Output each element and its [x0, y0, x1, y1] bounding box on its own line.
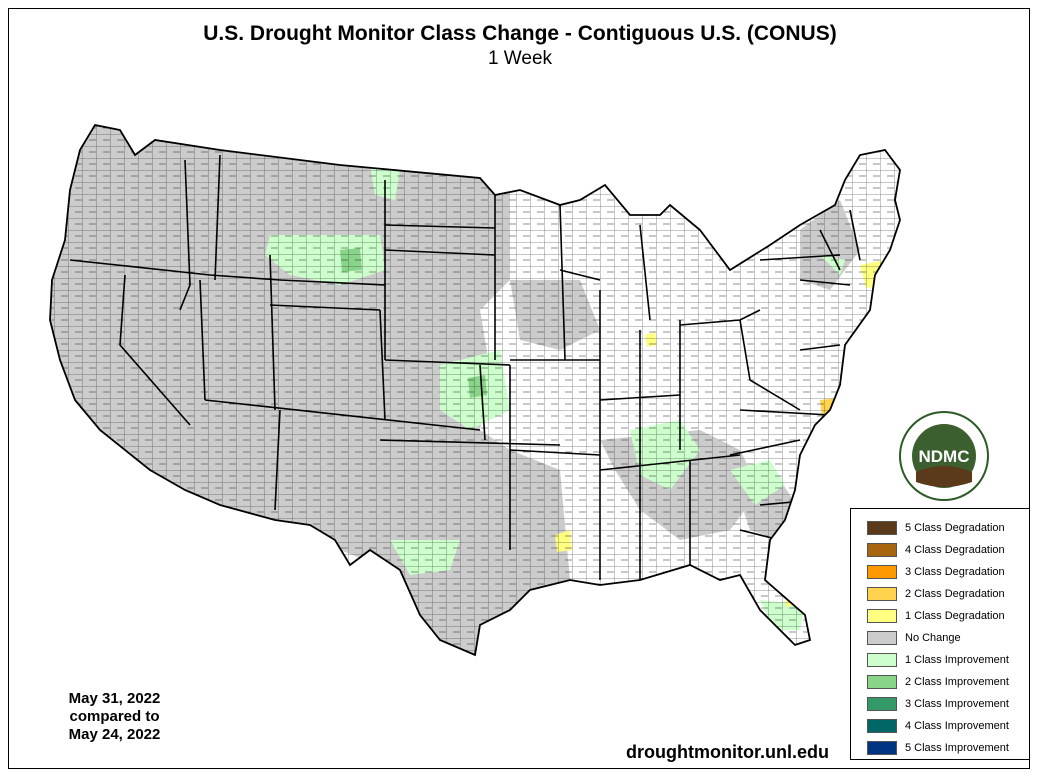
legend: 5 Class Degradation 4 Class Degradation …: [850, 508, 1030, 760]
legend-swatch: [867, 609, 897, 623]
map-subtitle: 1 Week: [487, 48, 553, 69]
legend-label: 4 Class Improvement: [905, 720, 1009, 732]
legend-label: 5 Class Improvement: [905, 742, 1009, 754]
legend-item: 5 Class Improvement: [867, 737, 1009, 759]
legend-label: No Change: [905, 632, 961, 644]
source-url[interactable]: droughtmonitor.unl.edu: [626, 742, 829, 762]
legend-label: 3 Class Improvement: [905, 698, 1009, 710]
legend-label: 5 Class Degradation: [905, 522, 1005, 534]
legend-item: 2 Class Improvement: [867, 671, 1009, 693]
legend-swatch: [867, 587, 897, 601]
legend-swatch: [867, 543, 897, 557]
legend-item: 3 Class Improvement: [867, 693, 1009, 715]
legend-item: 1 Class Improvement: [867, 649, 1009, 671]
legend-swatch: [867, 675, 897, 689]
legend-item: 4 Class Degradation: [867, 539, 1005, 561]
legend-item: No Change: [867, 627, 961, 649]
ndmc-logo: NDMC: [899, 411, 989, 501]
legend-swatch: [867, 653, 897, 667]
date-previous: May 24, 2022: [68, 726, 161, 743]
legend-swatch: [867, 697, 897, 711]
legend-item: 1 Class Degradation: [867, 605, 1005, 627]
legend-label: 1 Class Improvement: [905, 654, 1009, 666]
legend-item: 2 Class Degradation: [867, 583, 1005, 605]
legend-item: 3 Class Degradation: [867, 561, 1005, 583]
date-current: May 31, 2022: [68, 690, 161, 707]
legend-swatch: [867, 521, 897, 535]
legend-label: 3 Class Degradation: [905, 566, 1005, 578]
logo-initials: NDMC: [919, 447, 970, 466]
legend-swatch: [867, 631, 897, 645]
legend-label: 2 Class Degradation: [905, 588, 1005, 600]
legend-label: 2 Class Improvement: [905, 676, 1009, 688]
legend-label: 1 Class Degradation: [905, 610, 1005, 622]
legend-label: 4 Class Degradation: [905, 544, 1005, 556]
legend-item: 5 Class Degradation: [867, 517, 1005, 539]
legend-swatch: [867, 719, 897, 733]
date-compared-to: compared to: [69, 708, 160, 725]
legend-swatch: [867, 741, 897, 755]
legend-swatch: [867, 565, 897, 579]
conus-map: [49, 124, 901, 656]
legend-item: 4 Class Improvement: [867, 715, 1009, 737]
map-title: U.S. Drought Monitor Class Change - Cont…: [203, 22, 837, 45]
comparison-date: May 31, 2022 compared to May 24, 2022: [52, 690, 177, 744]
